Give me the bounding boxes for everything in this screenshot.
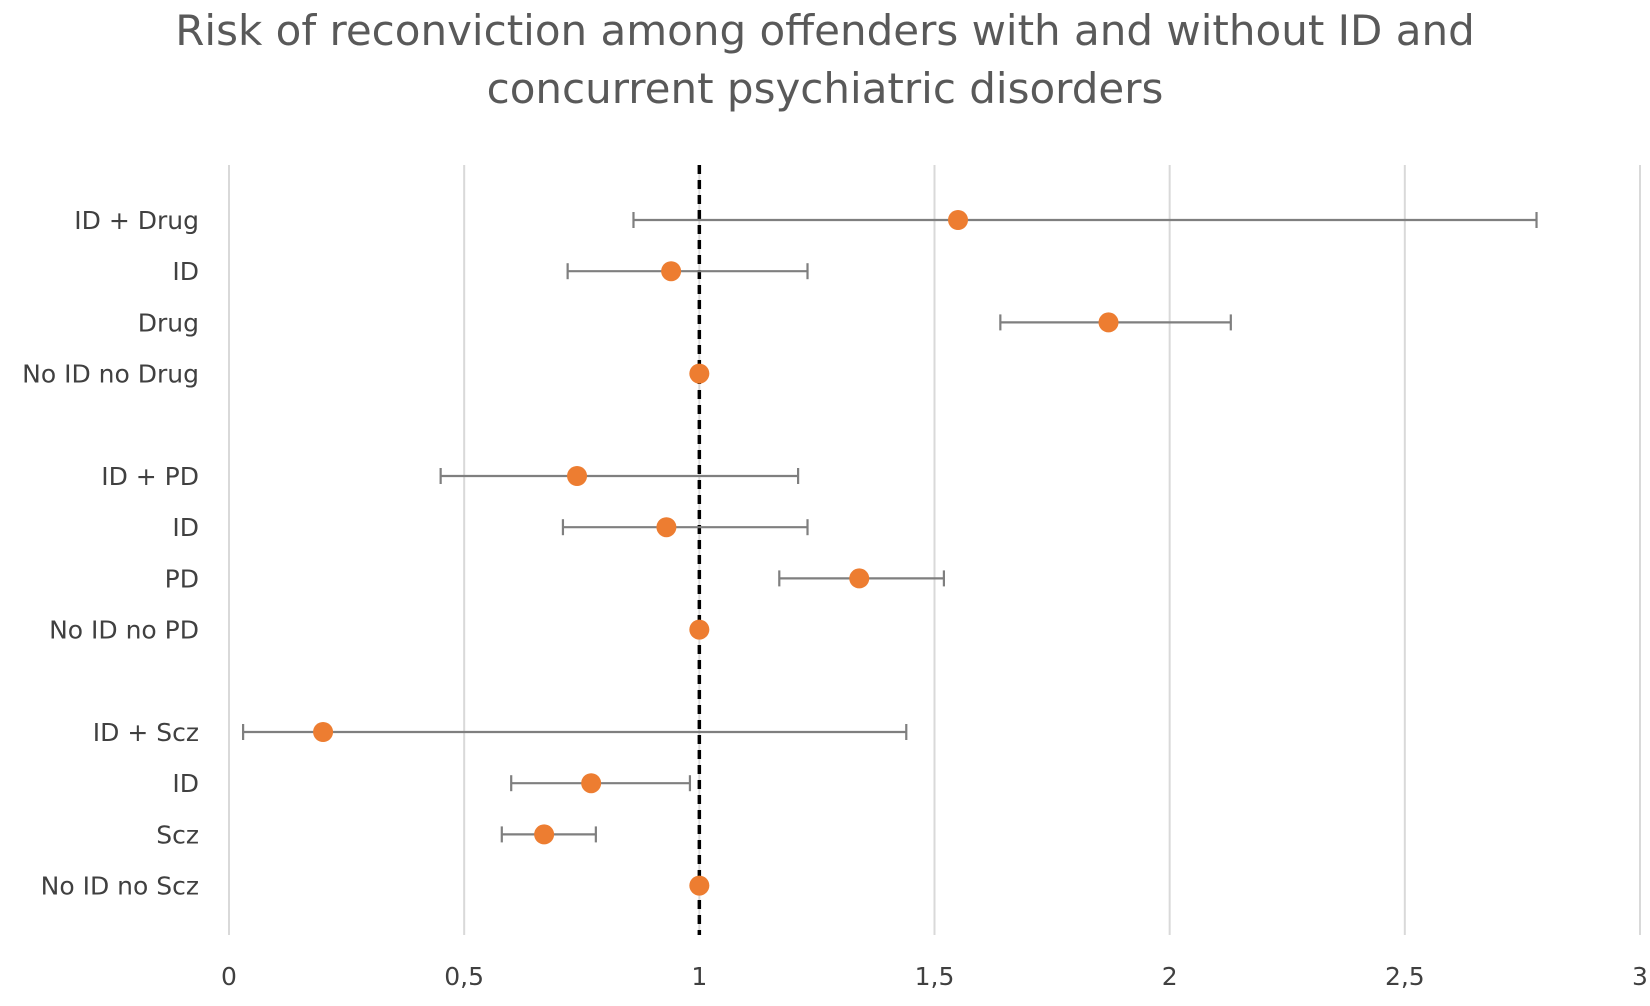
row-label: No ID no PD xyxy=(49,616,199,645)
row-label: ID xyxy=(172,513,199,542)
point-estimate xyxy=(656,517,677,538)
point-estimate xyxy=(849,568,870,589)
row-label: ID xyxy=(172,769,199,798)
row-label: No ID no Drug xyxy=(22,360,199,389)
point-estimate xyxy=(689,363,710,384)
x-tick-label: 2 xyxy=(1162,962,1178,991)
point-estimate xyxy=(689,619,710,640)
point-estimate xyxy=(581,773,602,794)
x-tick-label: 0 xyxy=(221,962,237,991)
point-estimate xyxy=(313,722,334,742)
row-label: No ID no Scz xyxy=(41,872,199,901)
x-tick-label: 0,5 xyxy=(444,962,484,991)
chart-title-line-1: Risk of reconviction among offenders wit… xyxy=(175,6,1475,55)
x-tick-label: 1 xyxy=(691,962,707,991)
chart-title: Risk of reconviction among offenders wit… xyxy=(0,2,1650,118)
point-estimate xyxy=(534,824,555,845)
row-label: PD xyxy=(165,564,199,593)
row-label: Scz xyxy=(156,820,199,849)
point-estimate xyxy=(1098,312,1119,333)
row-label: ID + Drug xyxy=(74,206,199,235)
row-label: ID xyxy=(172,257,199,286)
chart-title-line-2: concurrent psychiatric disorders xyxy=(486,64,1164,113)
x-tick-label: 2,5 xyxy=(1385,962,1425,991)
x-tick-label: 1,5 xyxy=(915,962,955,991)
row-label: ID + Scz xyxy=(93,718,199,747)
point-estimate xyxy=(661,261,682,282)
row-label: Drug xyxy=(138,308,199,337)
point-estimate xyxy=(948,210,969,230)
x-tick-label: 3 xyxy=(1632,962,1648,991)
row-label: ID + PD xyxy=(101,462,199,491)
point-estimate xyxy=(689,875,710,896)
point-estimate xyxy=(567,466,588,486)
